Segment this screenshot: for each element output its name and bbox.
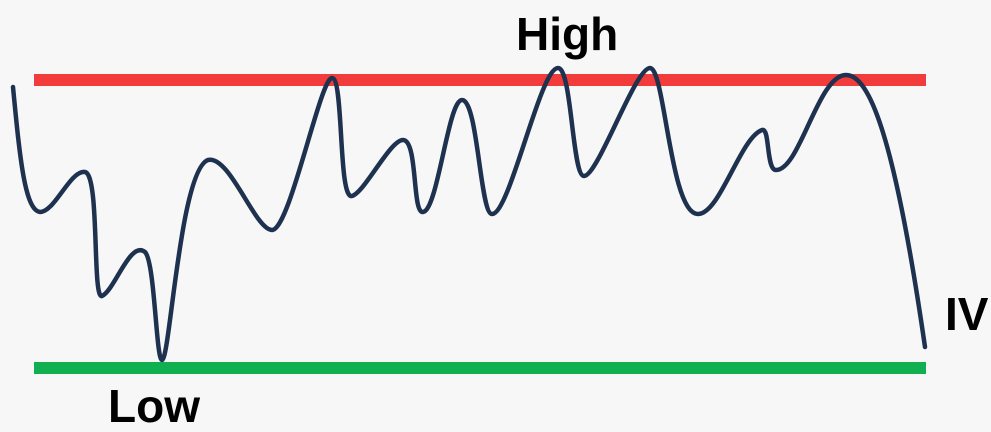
high-label: High xyxy=(516,8,619,60)
price-path xyxy=(10,65,928,363)
low-label: Low xyxy=(108,380,200,432)
iv-label: IV xyxy=(945,288,989,340)
